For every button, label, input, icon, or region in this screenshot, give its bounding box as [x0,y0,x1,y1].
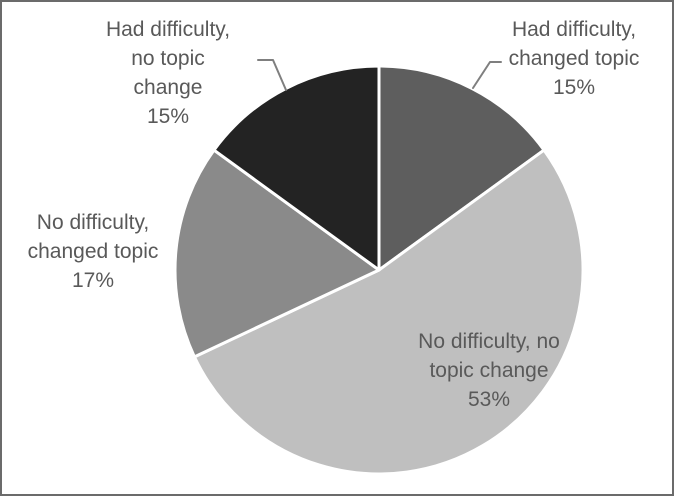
pie-slice-2-no-difficulty-no-topic-change [192,148,585,476]
pie-slice-3-no-difficulty-changed-topic [173,148,381,359]
leader-line-had-difficulty-changed-topic [472,61,502,89]
leader-lines-group [257,59,502,91]
pie-slice-1-had-difficulty-changed-topic [377,64,546,272]
leader-line-had-difficulty-no-topic-change [257,59,287,91]
pie-slice-4-had-difficulty-no-topic-change [212,64,381,272]
